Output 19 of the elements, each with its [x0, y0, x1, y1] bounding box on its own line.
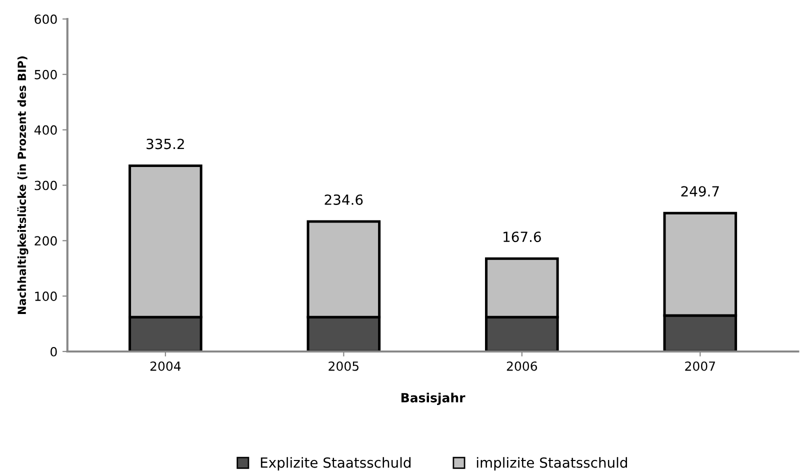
legend-label: implizite Staatsschuld [476, 457, 627, 471]
y-tick-label: 300 [34, 180, 57, 190]
x-axis-title: Basisjahr [401, 392, 466, 405]
x-tick-label: 2004 [150, 361, 181, 371]
y-tick-label: 200 [34, 236, 57, 246]
y-axis-title: Nachhaltigkeitslücke (in Prozent des BIP) [17, 56, 28, 314]
x-tick-label: 2007 [685, 361, 715, 371]
y-tick-label: 400 [34, 125, 57, 135]
legend-label: Explizite Staatsschuld [260, 457, 411, 471]
y-tick-label: 0 [50, 346, 57, 356]
total-label: 234.6 [324, 194, 363, 205]
x-tick-label: 2005 [328, 361, 358, 371]
x-tick-label: 2006 [506, 361, 538, 371]
y-tick-label: 500 [34, 70, 57, 80]
y-tick-label: 600 [34, 14, 57, 24]
total-label: 167.6 [504, 232, 541, 242]
total-label: 335.2 [146, 138, 184, 150]
total-label: 249.7 [681, 186, 719, 197]
y-tick-label: 100 [35, 292, 57, 302]
